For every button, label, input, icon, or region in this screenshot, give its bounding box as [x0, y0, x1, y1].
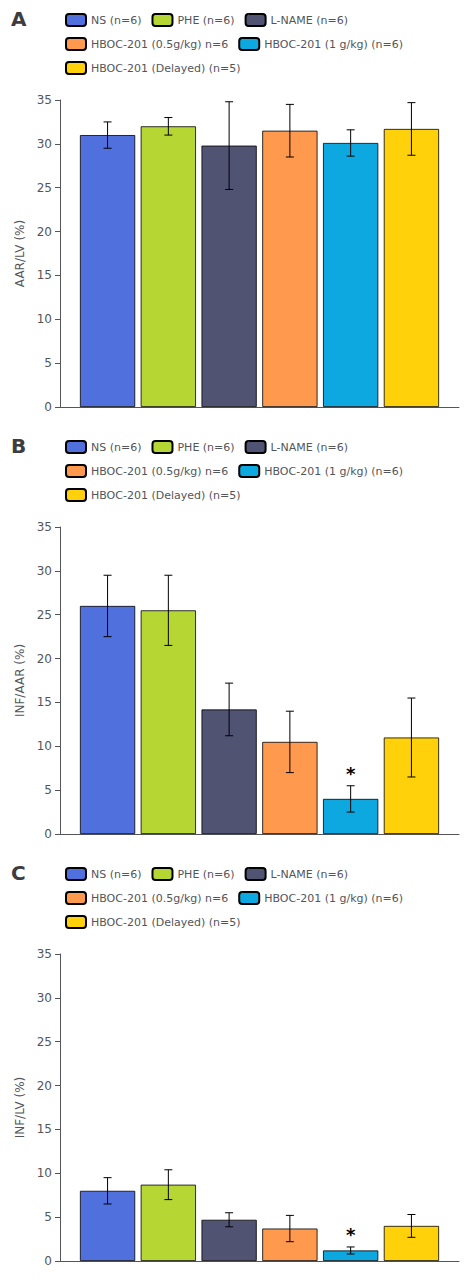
svg-text:10: 10 — [37, 312, 52, 326]
svg-text:5: 5 — [44, 783, 52, 797]
svg-text:5: 5 — [44, 1210, 52, 1224]
svg-text:25: 25 — [37, 181, 52, 195]
svg-text:NS (n=6): NS (n=6) — [91, 441, 141, 454]
svg-text:35: 35 — [37, 520, 52, 534]
svg-text:30: 30 — [37, 564, 52, 578]
svg-text:15: 15 — [37, 695, 52, 709]
svg-text:NS (n=6): NS (n=6) — [91, 14, 141, 27]
svg-text:PHE (n=6): PHE (n=6) — [177, 14, 234, 27]
svg-text:10: 10 — [37, 739, 52, 753]
svg-text:HBOC-201 (Delayed) (n=5): HBOC-201 (Delayed) (n=5) — [91, 916, 241, 929]
svg-text:HBOC-201 (1 g/kg) (n=6): HBOC-201 (1 g/kg) (n=6) — [264, 892, 403, 905]
svg-text:30: 30 — [37, 991, 52, 1005]
svg-text:0: 0 — [44, 400, 52, 414]
svg-text:20: 20 — [37, 1079, 52, 1093]
svg-text:L-NAME (n=6): L-NAME (n=6) — [271, 868, 348, 881]
svg-text:10: 10 — [37, 1166, 52, 1180]
svg-text:0: 0 — [44, 827, 52, 841]
svg-text:15: 15 — [37, 1122, 52, 1136]
svg-text:L-NAME (n=6): L-NAME (n=6) — [271, 14, 348, 27]
svg-text:20: 20 — [37, 652, 52, 666]
svg-text:NS (n=6): NS (n=6) — [91, 868, 141, 881]
svg-text:5: 5 — [44, 356, 52, 370]
svg-text:25: 25 — [37, 1035, 52, 1049]
svg-text:35: 35 — [37, 93, 52, 107]
svg-text:C: C — [11, 861, 26, 885]
svg-text:25: 25 — [37, 608, 52, 622]
svg-text:*: * — [346, 763, 356, 784]
svg-text:*: * — [346, 1224, 356, 1245]
svg-text:L-NAME (n=6): L-NAME (n=6) — [271, 441, 348, 454]
svg-text:HBOC-201 (1 g/kg) (n=6): HBOC-201 (1 g/kg) (n=6) — [264, 38, 403, 51]
svg-text:HBOC-201 (0.5g/kg) n=6: HBOC-201 (0.5g/kg) n=6 — [91, 465, 228, 478]
svg-text:AAR/LV (%): AAR/LV (%) — [13, 220, 27, 287]
svg-text:30: 30 — [37, 137, 52, 151]
svg-text:35: 35 — [37, 947, 52, 961]
svg-text:INF/AAR (%): INF/AAR (%) — [13, 644, 27, 717]
svg-text:HBOC-201 (1 g/kg) (n=6): HBOC-201 (1 g/kg) (n=6) — [264, 465, 403, 478]
svg-text:HBOC-201 (Delayed) (n=5): HBOC-201 (Delayed) (n=5) — [91, 62, 241, 75]
svg-text:PHE (n=6): PHE (n=6) — [177, 441, 234, 454]
svg-text:20: 20 — [37, 225, 52, 239]
svg-text:HBOC-201 (Delayed) (n=5): HBOC-201 (Delayed) (n=5) — [91, 489, 241, 502]
svg-text:B: B — [11, 434, 26, 458]
svg-text:HBOC-201 (0.5g/kg) n=6: HBOC-201 (0.5g/kg) n=6 — [91, 38, 228, 51]
svg-text:HBOC-201 (0.5g/kg) n=6: HBOC-201 (0.5g/kg) n=6 — [91, 892, 228, 905]
svg-text:15: 15 — [37, 268, 52, 282]
svg-text:0: 0 — [44, 1254, 52, 1268]
svg-text:INF/LV (%): INF/LV (%) — [13, 1077, 27, 1139]
svg-text:A: A — [11, 7, 27, 31]
svg-text:PHE (n=6): PHE (n=6) — [177, 868, 234, 881]
